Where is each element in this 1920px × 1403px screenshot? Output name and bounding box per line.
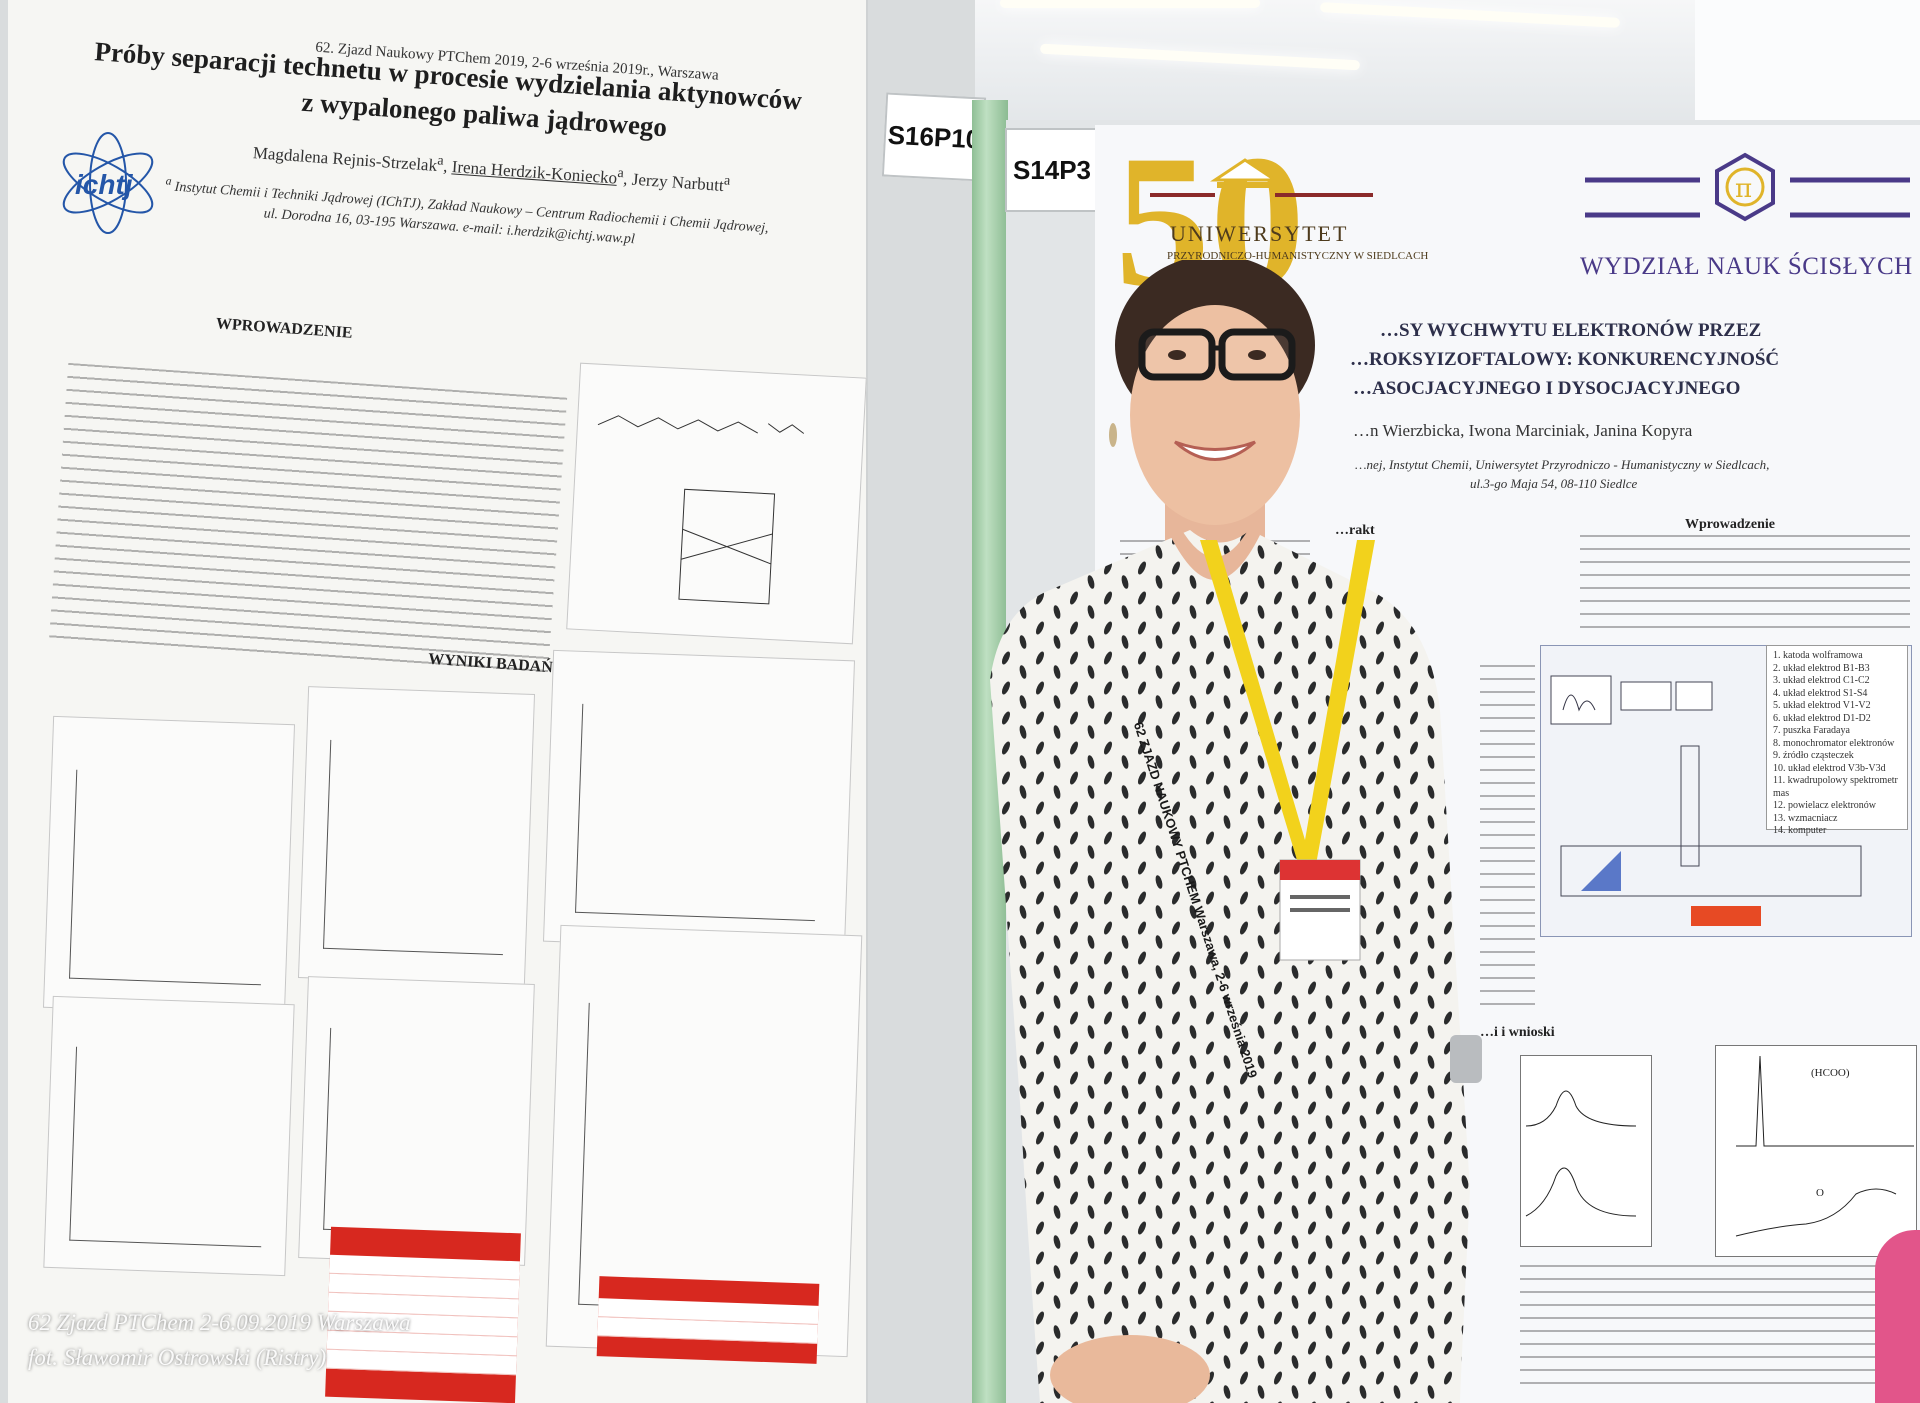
legend-item: 12. powielacz elektronów (1773, 800, 1877, 811)
spectrum-chart: (HCOO) O (1715, 1045, 1917, 1257)
spectrum-lines (1525, 1090, 1637, 1217)
chemical-structures (597, 415, 805, 605)
section-intro-heading: WPROWADZENIE (215, 315, 354, 342)
legend-item: 7. puszka Faradaya (1773, 725, 1850, 736)
right-affiliation: …nej, Instytut Chemii, Uniwersytet Przyr… (1355, 455, 1769, 493)
person-edge (1875, 1230, 1920, 1403)
right-authors: …n Wierzbicka, Iwona Marciniak, Janina K… (1353, 421, 1693, 440)
abstract-heading: …rakt (1335, 523, 1375, 538)
result-panel (542, 649, 856, 953)
result-panel (297, 686, 536, 986)
legend-item: 14. komputer (1773, 825, 1827, 836)
legend-item: 5. układ elektrod V1-V2 (1773, 700, 1871, 711)
faculty-name: WYDZIAŁ NAUK ŚCISŁYCH (1580, 253, 1913, 280)
right-title-line2: …ROKSYIZOFTALOWY: KONKURENCYJNOŚĆ (1350, 349, 1780, 370)
legend-item: 13. wzmacniacz (1773, 812, 1838, 824)
pi-symbol: π (1735, 174, 1752, 204)
legend-item: 10. układ elektrod V3b-V3d (1773, 762, 1886, 774)
result-panel (43, 995, 295, 1277)
author-name: Irena Herdzik-Koniecko (451, 157, 618, 188)
right-title-line3: …ASOCJACYJNEGO I DYSOCJACYJNEGO (1353, 378, 1741, 399)
legend-item: 11. kwadrupolowy spektrometr mas (1773, 775, 1898, 799)
intro-text (1580, 535, 1910, 635)
university-subtitle: PRZYRODNICZO-HUMANISTYCZNY W SIEDLCACH (1167, 250, 1429, 262)
stand-label-left: S16P10 (881, 92, 987, 182)
results-table (596, 1276, 820, 1364)
legend-item: 8. monochromator elektronów (1773, 737, 1895, 749)
author-name: Jerzy Narbutt (631, 169, 725, 196)
stand-label-right: S14P3 (1005, 128, 1099, 212)
intro-text (48, 362, 568, 678)
conclusion-text (1520, 1265, 1915, 1395)
affiliation-line: …nej, Instytut Chemii, Uniwersytet Przyr… (1355, 457, 1770, 472)
spectrum-label: (HCOO) (1811, 1067, 1850, 1079)
intro-heading: Wprowadzenie (1685, 517, 1775, 532)
ceiling-light (1000, 0, 1260, 8)
university-name: UNIWERSYTET (1170, 221, 1349, 246)
affiliation-line: ul.3-go Maja 54, 08-110 Siedlce (1470, 476, 1638, 491)
spectrum-chart (1520, 1055, 1652, 1247)
apparatus-legend: 1. katoda wolframowa 2. układ elektrod B… (1766, 645, 1908, 836)
faculty-logo: π (1585, 152, 1910, 222)
spectrum-lines: (HCOO) O (1735, 1055, 1914, 1237)
structures-panel (566, 362, 867, 645)
window (1695, 0, 1920, 140)
legend-item: 4. układ elektrod S1-S4 (1773, 687, 1868, 699)
legend-item: 2. układ elektrod B1-B3 (1773, 662, 1870, 674)
right-title-line1: …SY WYCHWYTU ELEKTRONÓW PRZEZ (1380, 320, 1762, 341)
spectrum-label: O (1816, 1187, 1824, 1199)
conclusions-heading: …i i wnioski (1480, 1025, 1555, 1040)
watermark-line1: 62 Zjazd PTChem 2-6.09.2019 Warszawa (28, 1310, 411, 1335)
jubilee-50-logo: 50 (1115, 125, 1373, 300)
legend-item: 3. układ elektrod C1-C2 (1773, 675, 1870, 686)
watermark-line2: fot. Sławomir Ostrowski (Ristry) (28, 1345, 327, 1370)
legend-item: 1. katoda wolframowa (1773, 650, 1863, 661)
logo-text: ichtj (75, 169, 134, 200)
person-portrait (990, 260, 1482, 1403)
author-name: Magdalena Rejnis-Strzelak (252, 143, 438, 175)
left-poster: 62. Zjazd Naukowy PTChem 2019, 2-6 wrześ… (8, 0, 868, 1403)
result-panel (298, 976, 535, 1266)
ichtj-logo: ichtj (62, 132, 154, 234)
apparatus-drawing (1550, 675, 1862, 926)
result-panel (42, 715, 296, 1017)
legend-item: 9. źródło cząsteczek (1773, 750, 1854, 761)
legend-item: 6. układ elektrod D1-D2 (1773, 712, 1871, 724)
results-text (1480, 665, 1535, 1005)
